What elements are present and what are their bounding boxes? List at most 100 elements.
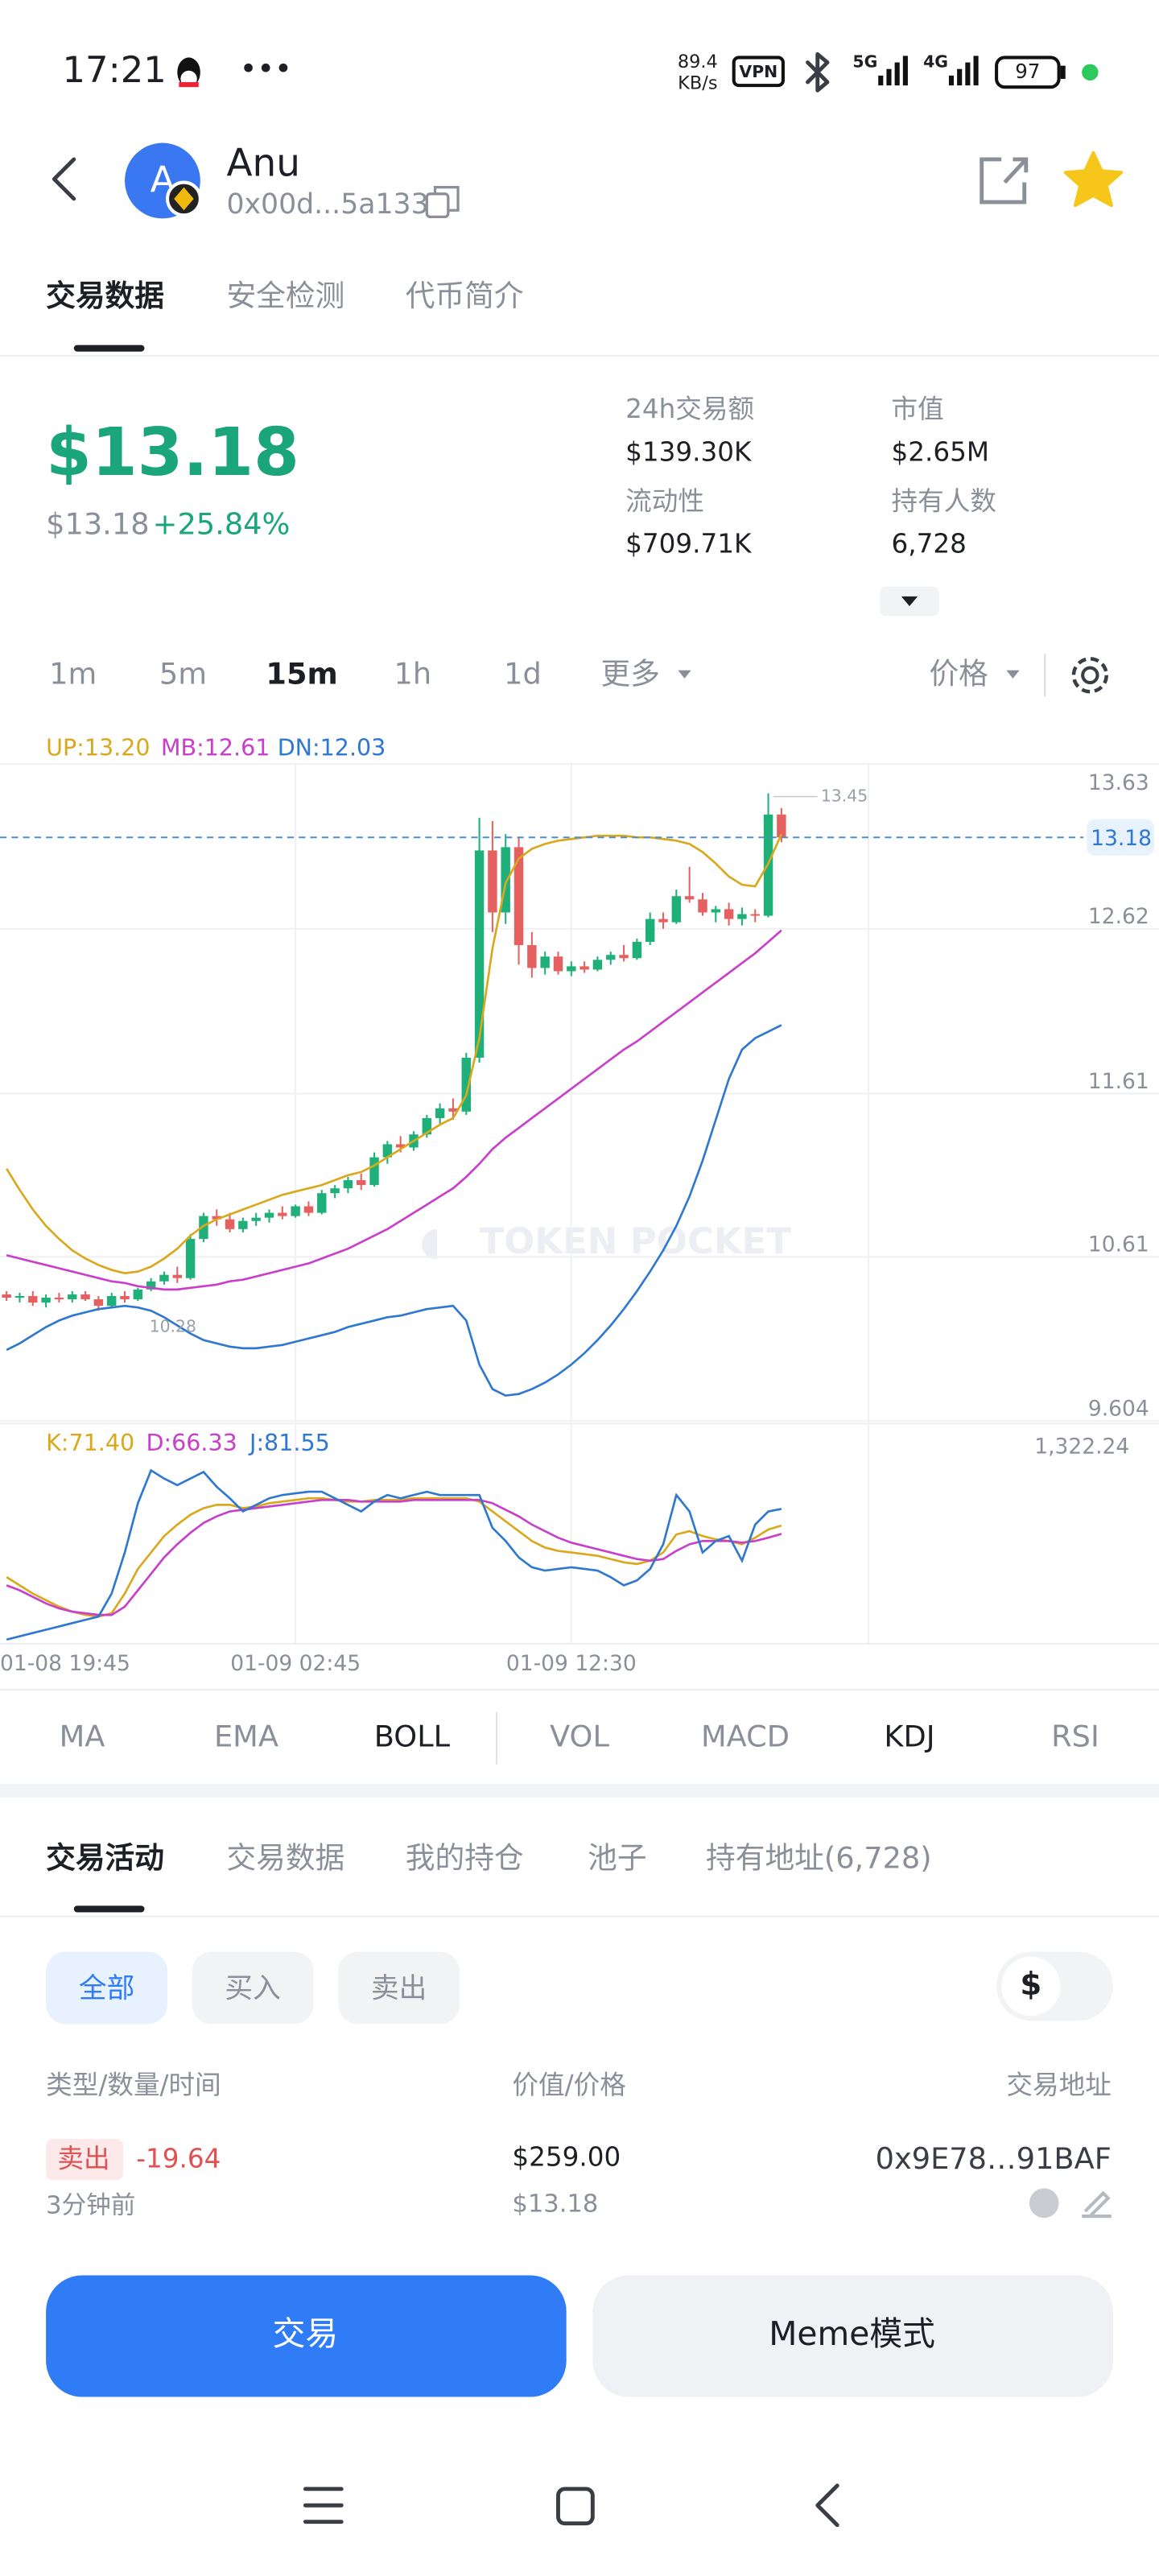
candle-body bbox=[291, 1206, 300, 1216]
indicator[interactable]: EMA bbox=[214, 1719, 278, 1754]
indicator[interactable]: RSI bbox=[1051, 1719, 1099, 1754]
candle-body bbox=[553, 956, 563, 972]
activity-tab[interactable]: 交易数据 bbox=[226, 1841, 344, 1876]
filter[interactable] bbox=[338, 1951, 460, 2025]
candle-body bbox=[303, 1206, 314, 1213]
signal-bars-2 bbox=[948, 56, 979, 86]
candle-body bbox=[514, 847, 524, 946]
filter-label: 卖出 bbox=[371, 1972, 427, 2004]
candle-body bbox=[225, 1219, 235, 1229]
edit-icon[interactable] bbox=[1082, 2190, 1112, 2219]
currency: $ bbox=[1020, 1967, 1041, 2003]
price-change: +25.84% bbox=[153, 507, 291, 542]
candle-body bbox=[146, 1281, 156, 1290]
candle-body bbox=[106, 1295, 117, 1307]
candle-body bbox=[238, 1220, 248, 1229]
candle-body bbox=[317, 1193, 327, 1213]
candle-body bbox=[159, 1274, 169, 1282]
back-button[interactable] bbox=[52, 157, 76, 201]
clock: 17:21 bbox=[63, 48, 167, 91]
activity-tab[interactable]: 交易活动 bbox=[46, 1841, 164, 1876]
candle-body bbox=[580, 966, 589, 970]
activity-tab[interactable]: 池子 bbox=[588, 1841, 646, 1876]
activity-tab[interactable]: 我的持仓 bbox=[406, 1841, 524, 1876]
y-tick-label: 9.604 bbox=[1088, 1397, 1149, 1422]
candle-body bbox=[278, 1212, 287, 1216]
stat-label: 流动性 bbox=[625, 485, 704, 516]
candle-body bbox=[251, 1217, 261, 1221]
interval-selected[interactable]: 15m bbox=[266, 656, 337, 691]
interval[interactable]: 1h bbox=[394, 656, 432, 691]
token-address: 0x00d...5a133 bbox=[226, 188, 428, 221]
divider bbox=[0, 1688, 1159, 1690]
candle-body bbox=[567, 966, 576, 972]
candle-body bbox=[54, 1298, 64, 1300]
vpn: VPN bbox=[739, 62, 777, 81]
trade-type: 卖出 bbox=[57, 2144, 109, 2174]
tab[interactable]: 安全检测 bbox=[226, 279, 344, 313]
button-label: 交易 bbox=[273, 2314, 339, 2353]
candle-body bbox=[212, 1216, 221, 1220]
y-tick-label: 11.61 bbox=[1088, 1069, 1149, 1094]
meme-button[interactable] bbox=[592, 2275, 1113, 2397]
candle-body bbox=[540, 956, 550, 968]
candle-body bbox=[698, 899, 707, 913]
candle-body bbox=[501, 847, 510, 913]
section-gap bbox=[0, 1784, 1159, 1798]
stat-value: $2.65M bbox=[892, 436, 990, 467]
nav-home[interactable] bbox=[556, 2487, 595, 2526]
settings-button[interactable] bbox=[1071, 657, 1108, 694]
interval[interactable]: 1m bbox=[49, 656, 97, 691]
tab[interactable]: 代币简介 bbox=[406, 279, 524, 313]
more-dots: ••• bbox=[240, 52, 292, 86]
candle-body bbox=[2, 1294, 11, 1298]
filter-label: 全部 bbox=[79, 1972, 134, 2004]
candle-body bbox=[592, 960, 603, 970]
price: $13.18 bbox=[46, 415, 299, 491]
candle-body bbox=[422, 1117, 432, 1135]
indicator-active[interactable]: KDJ bbox=[884, 1719, 934, 1754]
candle-body bbox=[133, 1289, 143, 1300]
candle-body bbox=[14, 1295, 25, 1298]
indicator[interactable]: MACD bbox=[701, 1719, 790, 1754]
nav-menu[interactable] bbox=[303, 2487, 344, 2524]
share-button[interactable] bbox=[980, 157, 1029, 204]
signal-bars-1 bbox=[878, 56, 908, 86]
candle-body bbox=[172, 1274, 182, 1278]
price-mode[interactable]: 价格 bbox=[929, 656, 988, 691]
interval[interactable]: 1d bbox=[504, 656, 542, 691]
max-label: 13.45 bbox=[821, 786, 868, 806]
candle-body bbox=[474, 850, 485, 1058]
indicator-active[interactable]: BOLL bbox=[374, 1719, 451, 1754]
expand-arrow bbox=[901, 596, 918, 607]
indicator[interactable]: VOL bbox=[550, 1719, 609, 1754]
x-tick-label: 01-08 19:45 bbox=[0, 1651, 130, 1676]
trade-address[interactable]: 0x9E78…91BAF bbox=[876, 2141, 1112, 2176]
candle-body bbox=[41, 1298, 51, 1303]
legend-entry: MB:12.61 bbox=[161, 734, 270, 762]
interval[interactable]: 5m bbox=[159, 656, 207, 691]
indicator[interactable]: MA bbox=[60, 1719, 105, 1754]
trade-price: $13.18 bbox=[512, 2190, 598, 2218]
tab[interactable]: 交易数据 bbox=[46, 279, 164, 313]
copy-icon[interactable] bbox=[425, 186, 460, 219]
candle-body bbox=[724, 909, 734, 919]
nav-back[interactable] bbox=[815, 2483, 839, 2528]
filter-active[interactable] bbox=[46, 1951, 168, 2025]
candle-body bbox=[357, 1180, 366, 1186]
legend-entry: DN:12.03 bbox=[278, 734, 386, 762]
favorite-star[interactable] bbox=[1063, 151, 1124, 208]
interval-more[interactable]: 更多 bbox=[601, 656, 660, 691]
candle-body bbox=[28, 1295, 38, 1303]
kdj-scale-label: 1,322.24 bbox=[1034, 1434, 1129, 1459]
address-icon bbox=[1029, 2188, 1059, 2219]
candle-body bbox=[395, 1144, 406, 1148]
candle-body bbox=[120, 1295, 130, 1300]
stat-value: 6,728 bbox=[892, 529, 967, 559]
activity-tab[interactable]: 持有地址(6,728) bbox=[706, 1841, 932, 1876]
price-chart: TOKEN POCKET◖9.60410.6111.6112.6213.6301… bbox=[0, 734, 1159, 1676]
trade-button[interactable] bbox=[46, 2275, 567, 2397]
filter[interactable] bbox=[192, 1951, 314, 2025]
boll-line bbox=[6, 929, 782, 1291]
panel-divider bbox=[0, 1422, 1159, 1425]
